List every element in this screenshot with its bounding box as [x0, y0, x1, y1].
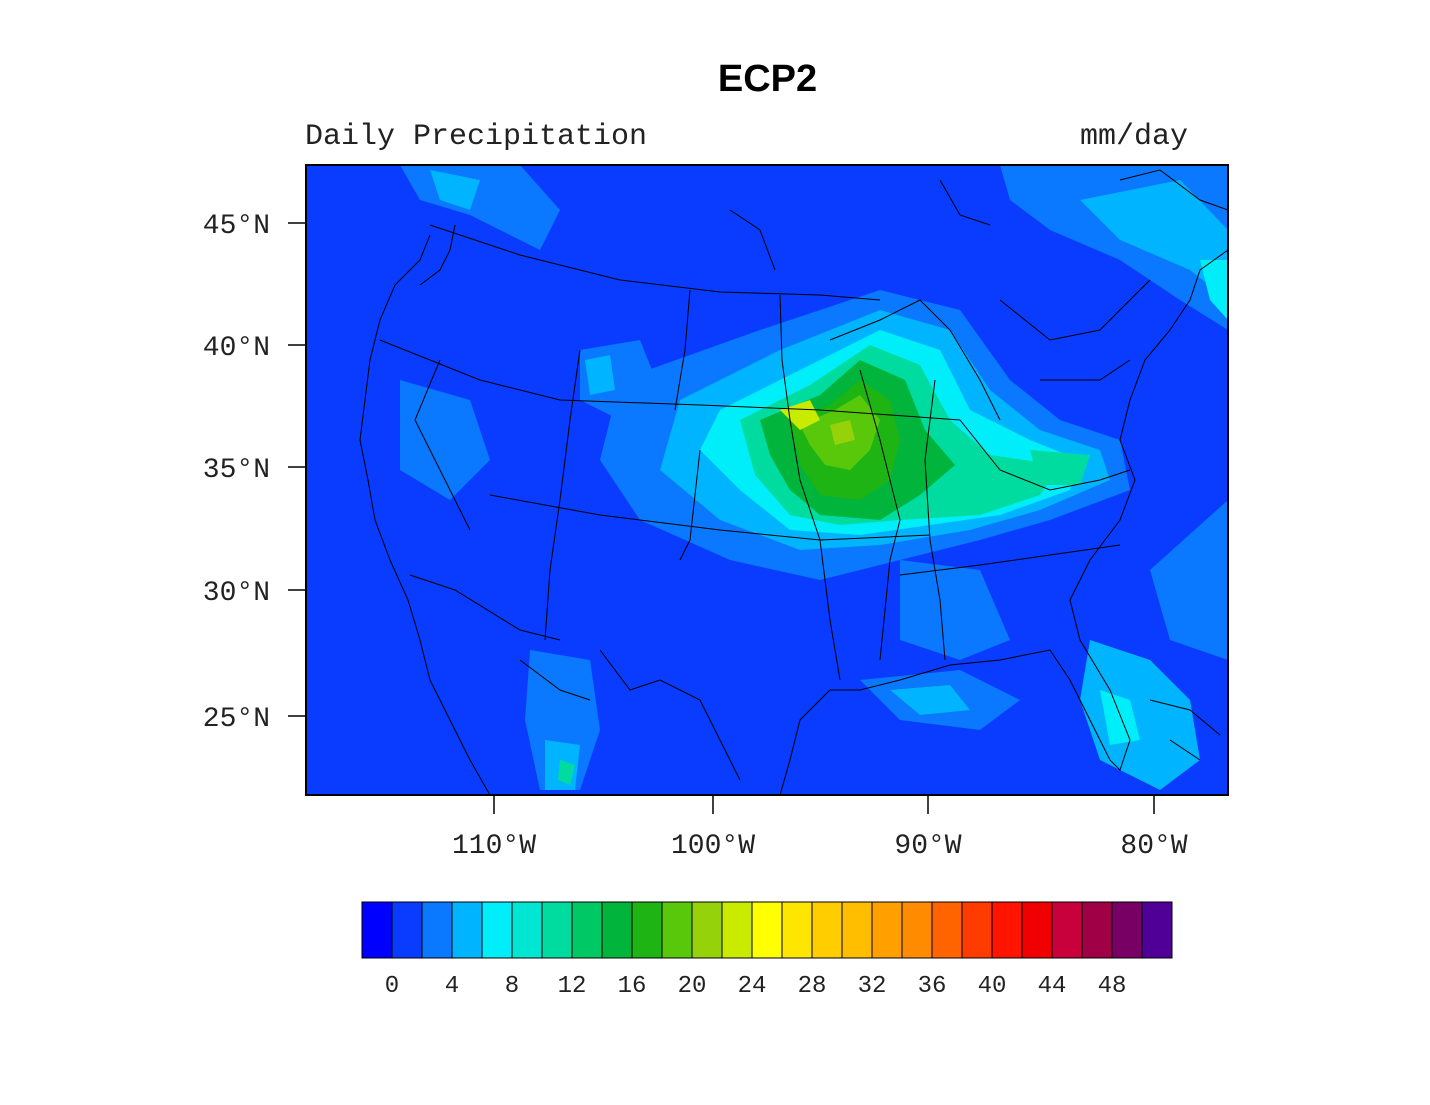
colorbar-swatch [601, 901, 633, 959]
colorbar-swatch [661, 901, 693, 959]
units-label: mm/day [1080, 120, 1189, 154]
lon-tick-label: 110°W [452, 831, 536, 862]
colorbar-label: 48 [1098, 973, 1127, 1000]
colorbar-swatch [1051, 901, 1083, 959]
colorbar-swatch [511, 901, 543, 959]
colorbar-swatch [781, 901, 813, 959]
colorbar-swatch [931, 901, 963, 959]
variable-label: Daily Precipitation [305, 120, 648, 154]
colorbar-swatch [811, 901, 843, 959]
colorbar-label: 16 [618, 973, 647, 1000]
lon-tick-label: 100°W [671, 831, 755, 862]
colorbar-swatch [721, 901, 753, 959]
colorbar-swatch [631, 901, 663, 959]
lon-tick-label: 80°W [1120, 831, 1187, 862]
plot-frame [305, 164, 1229, 796]
colorbar-swatch [751, 901, 783, 959]
colorbar-label: 40 [978, 973, 1007, 1000]
colorbar: 0 4 8 12 16 20 24 28 32 36 40 44 48 [361, 901, 1173, 1000]
lat-tick-label: 40°N [203, 333, 270, 364]
colorbar-swatch [871, 901, 903, 959]
longitude-axis: 110°W 100°W 90°W 80°W [452, 795, 1188, 862]
colorbar-swatch [421, 901, 453, 959]
colorbar-label: 28 [798, 973, 827, 1000]
colorbar-swatch [961, 901, 993, 959]
lat-tick-label: 25°N [203, 704, 270, 735]
figure-title: ECP2 [717, 58, 818, 100]
colorbar-swatch [991, 901, 1023, 959]
colorbar-label: 44 [1038, 973, 1067, 1000]
colorbar-label: 32 [858, 973, 887, 1000]
colorbar-swatch [691, 901, 723, 959]
colorbar-swatch [1111, 901, 1143, 959]
colorbar-swatch [1021, 901, 1053, 959]
colorbar-swatch [571, 901, 603, 959]
colorbar-swatch [541, 901, 573, 959]
colorbar-swatch [1141, 901, 1173, 959]
colorbar-label: 0 [385, 973, 399, 1000]
colorbar-swatch [481, 901, 513, 959]
colorbar-swatch [841, 901, 873, 959]
colorbar-label: 24 [738, 973, 767, 1000]
colorbar-label: 12 [558, 973, 587, 1000]
latitude-axis: 45°N 40°N 35°N 30°N 25°N [203, 211, 306, 735]
colorbar-swatch [451, 901, 483, 959]
colorbar-swatch [901, 901, 933, 959]
colorbar-label: 20 [678, 973, 707, 1000]
precip-field [306, 165, 1228, 795]
colorbar-label: 4 [445, 973, 459, 1000]
lat-tick-label: 45°N [203, 211, 270, 242]
colorbar-swatch [361, 901, 393, 959]
colorbar-swatch [1081, 901, 1113, 959]
lat-tick-label: 35°N [203, 455, 270, 486]
lon-tick-label: 90°W [894, 831, 961, 862]
colorbar-label: 36 [918, 973, 947, 1000]
lat-tick-label: 30°N [203, 578, 270, 609]
colorbar-label: 8 [505, 973, 519, 1000]
coastline-and-borders [359, 169, 1228, 795]
colorbar-swatch [391, 901, 423, 959]
